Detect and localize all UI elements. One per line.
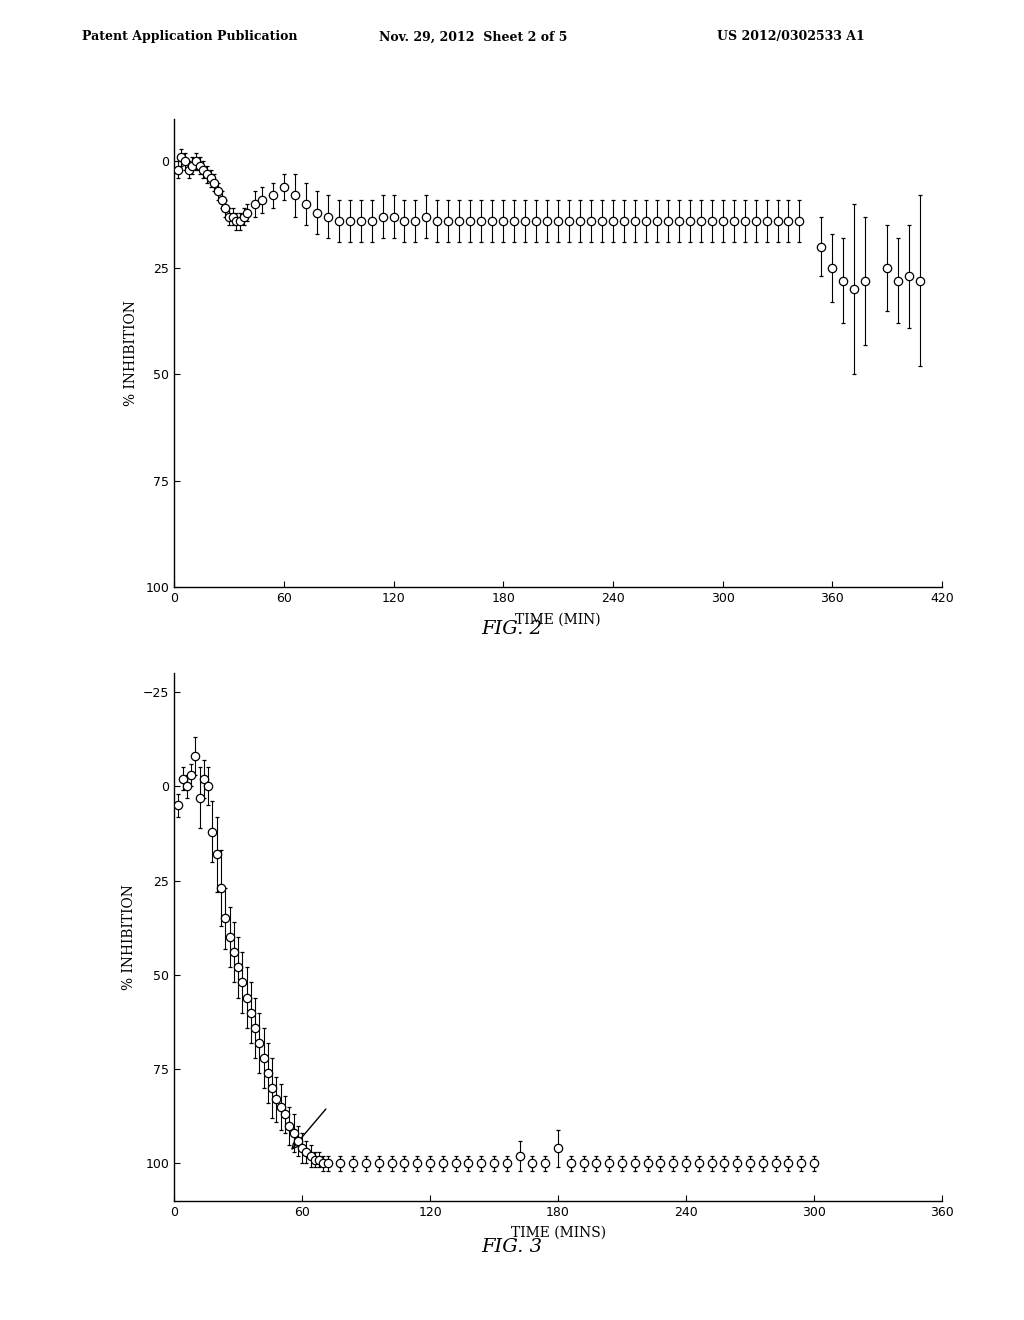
Text: Patent Application Publication: Patent Application Publication [82, 30, 297, 44]
X-axis label: TIME (MINS): TIME (MINS) [511, 1226, 605, 1239]
Text: FIG. 3: FIG. 3 [481, 1238, 543, 1257]
Y-axis label: % INHIBITION: % INHIBITION [124, 300, 138, 407]
Text: Nov. 29, 2012  Sheet 2 of 5: Nov. 29, 2012 Sheet 2 of 5 [379, 30, 567, 44]
Y-axis label: % INHIBITION: % INHIBITION [122, 884, 136, 990]
X-axis label: TIME (MIN): TIME (MIN) [515, 612, 601, 626]
Text: US 2012/0302533 A1: US 2012/0302533 A1 [717, 30, 864, 44]
Text: FIG. 2: FIG. 2 [481, 620, 543, 639]
